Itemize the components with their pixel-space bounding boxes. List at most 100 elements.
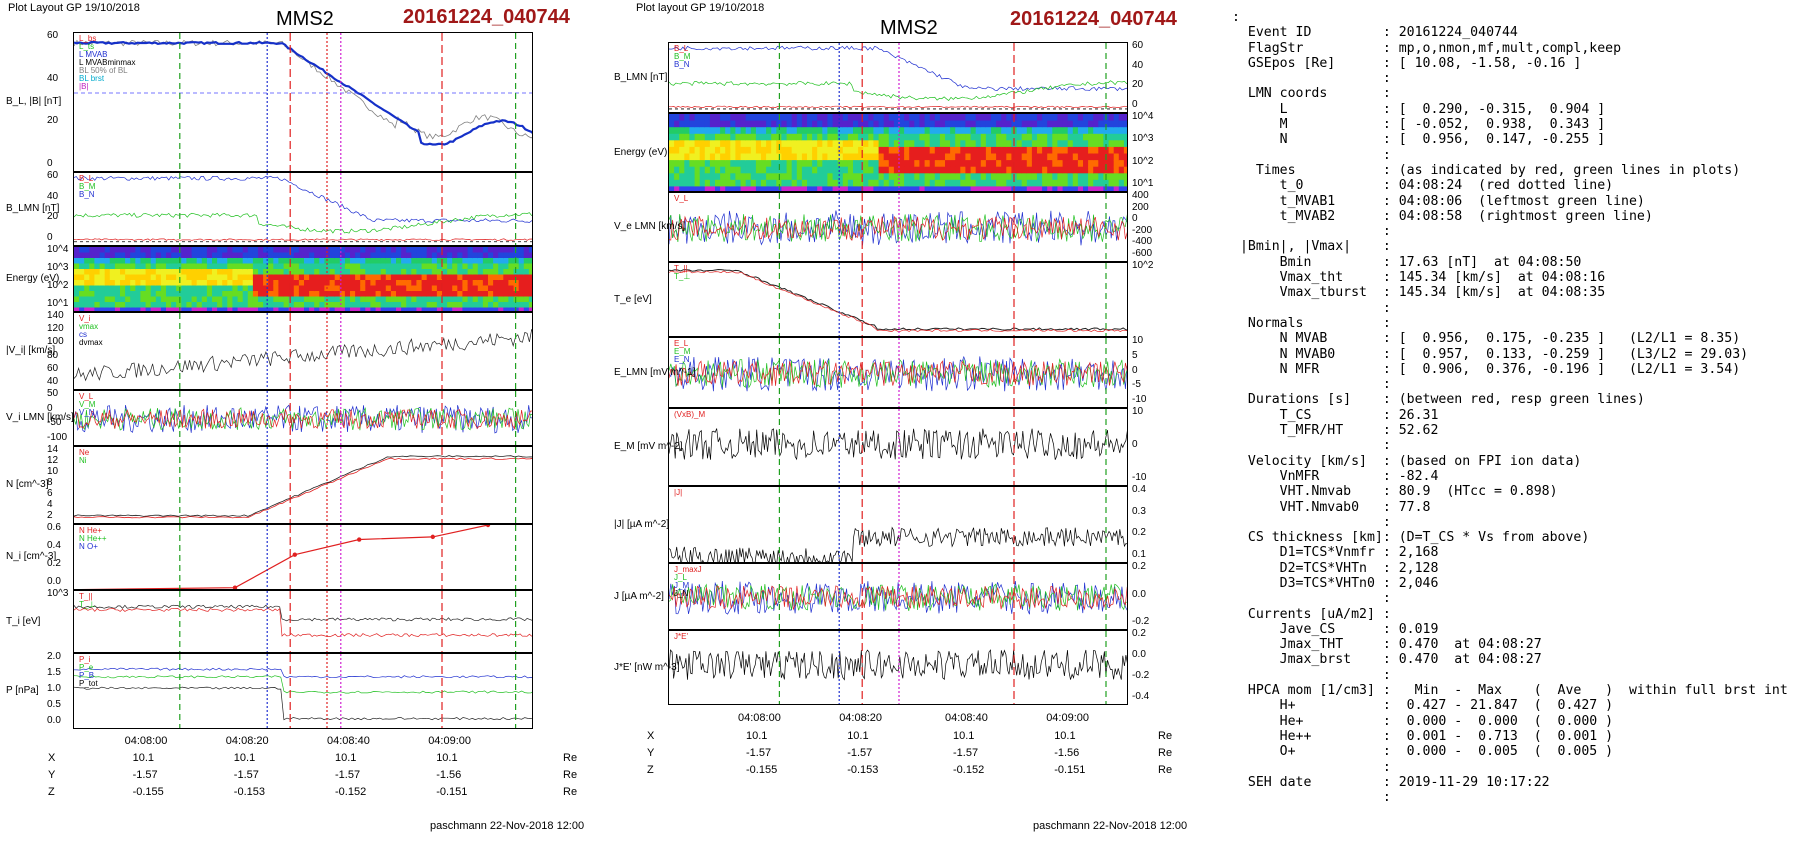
left-tick-1-2: 40 <box>47 72 59 84</box>
parameter-line: : <box>1232 71 1391 87</box>
left-series-Ptot <box>74 686 532 721</box>
left-He++-point-3 <box>357 537 362 542</box>
parameter-line: CS thickness [km]: (D=T_CS * Vs from abo… <box>1232 530 1590 546</box>
left-tick-7-4: 0.0 <box>47 576 61 587</box>
parameter-line: : <box>1232 790 1391 806</box>
parameter-line: N MVAB : [ 0.956, 0.175, -0.235 ] (L2/L1… <box>1232 331 1741 347</box>
right-eph-value: -0.155 <box>746 764 778 776</box>
left-legend-item: L MVAB <box>79 50 108 59</box>
right-panel-6 <box>668 408 1128 486</box>
left-legend-4: V_i vmax cs dvmax <box>79 315 103 347</box>
left-tick-4-3: 100 <box>47 336 64 348</box>
right-tick-7-2: 0.3 <box>1132 505 1146 517</box>
right-footer: paschmann 22-Nov-2018 12:00 <box>1033 820 1188 832</box>
left-ylabel-8: T_i [eV] <box>6 615 41 627</box>
right-ylabel-7: |J| [µA m^-2] <box>614 518 670 530</box>
right-eph-value: 10.1 <box>1054 730 1076 742</box>
left-legend-9: P_i P_e P_B P_tot <box>79 656 98 688</box>
left-legend-item: V_M <box>79 400 96 409</box>
left-series-a <box>74 404 532 434</box>
left-legend-item: B_M <box>79 182 96 191</box>
left-series-Pe <box>74 675 532 694</box>
parameter-line: T_CS : 26.31 <box>1232 407 1439 423</box>
left-tick-5-4: -100 <box>47 432 68 443</box>
left-series-He++ <box>80 525 489 589</box>
right-ylabel-9: J*E' [nW m^-3] <box>614 661 680 673</box>
right-ylabel-3: V_e LMN [km/s] <box>614 221 686 232</box>
right-panel-8 <box>668 563 1128 630</box>
left-legend-item: P_i <box>79 655 91 664</box>
left-time-tick-3: 04:08:40 <box>327 735 370 747</box>
parameter-line: : <box>1232 667 1391 683</box>
left-series-Tpar <box>74 604 532 622</box>
parameter-line: : <box>1232 514 1391 530</box>
left-series-Vi <box>74 329 532 382</box>
left-eph-unit: Re <box>563 769 578 781</box>
parameter-line: : <box>1232 591 1391 607</box>
right-legend-5: E_L E_M E_N <box>674 340 690 364</box>
right-series-J <box>669 526 1127 562</box>
right-title: MMS2 <box>880 17 938 39</box>
left-ylabel-5: V_i LMN [km/s] <box>6 412 74 423</box>
parameter-line: FlagStr : mp,o,nmon,mf,mult,compl,keep <box>1232 40 1622 56</box>
right-legend-item: E_N <box>674 355 690 364</box>
left-series-Tperp <box>74 607 532 638</box>
left-legend-item: T_|| <box>79 592 93 601</box>
right-ylabel-5: E_LMN [mV m^-1] <box>614 366 696 378</box>
right-time-tick-4: 04:09:00 <box>1046 712 1090 724</box>
left-ylabel-3: Energy (eV) <box>6 273 60 284</box>
left-tick-4-1: 140 <box>47 310 64 321</box>
right-spectrogram <box>669 114 1127 191</box>
left-eph-value: -1.57 <box>335 769 361 781</box>
left-panel-3 <box>73 246 533 312</box>
left-He++-point-2 <box>292 552 297 557</box>
right-tick-5-2: 5 <box>1132 349 1138 361</box>
left-legend-item: L_bs <box>79 34 97 43</box>
right-tick-5-4: -5 <box>1132 379 1141 391</box>
right-tick-6-1: 10 <box>1132 406 1144 417</box>
right-panel-3 <box>668 192 1128 262</box>
left-eph-value: -0.153 <box>233 786 265 798</box>
right-legend-item: T_|| <box>674 264 688 273</box>
parameter-line: VHT.Nmvab0 : 77.8 <box>1232 499 1431 515</box>
right-legend-item: J_L <box>674 573 687 582</box>
right-panel-2-plot <box>669 114 1127 191</box>
left-legend-item: V_i <box>79 314 91 323</box>
right-eph-label-Z: Z <box>647 764 654 776</box>
left-tick-4-2: 120 <box>47 323 64 335</box>
left-panel-7 <box>73 524 533 590</box>
parameter-line: SEH date : 2019-11-29 10:17:22 <box>1232 774 1550 790</box>
left-legend-item: L_ts <box>79 42 95 51</box>
left-series-BN <box>74 238 532 241</box>
left-ylabel-7: N_i [cm^-3] <box>6 551 57 562</box>
right-tick-9-2: 0.0 <box>1132 649 1146 660</box>
left-eph-value: -0.151 <box>436 786 468 798</box>
left-panel-4 <box>73 312 533 390</box>
left-tick-6-7: 2 <box>47 510 53 521</box>
right-eph-value: 10.1 <box>953 730 975 742</box>
left-legend-item: BL brst <box>79 74 105 83</box>
left-tick-6-2: 12 <box>47 455 59 466</box>
left-tick-1-3: 20 <box>47 115 59 127</box>
parameter-line: Bmin : 17.63 [nT] at 04:08:50 <box>1232 254 1582 270</box>
left-tick-1-1: 60 <box>47 30 59 41</box>
right-panel-1 <box>668 42 1128 113</box>
left-panel-8-plot <box>74 591 532 652</box>
right-eph-label-Y: Y <box>647 747 655 759</box>
right-ylabel-1: B_LMN [nT] <box>614 71 668 83</box>
right-legend-6: (VxB)_M <box>674 411 705 419</box>
right-series-Te <box>669 268 1127 331</box>
left-title: MMS2 <box>276 8 334 30</box>
parameter-line: L : [ 0.290, -0.315, 0.904 ] <box>1232 101 1606 117</box>
left-legend-item: |B| <box>79 82 89 91</box>
parameter-line: Jmax_brst : 0.470 at 04:08:27 <box>1232 652 1542 668</box>
parameter-line: Currents [uA/m2] : <box>1232 606 1391 622</box>
left-tick-2-2: 40 <box>47 190 59 202</box>
right-legend-item: V_L <box>674 194 689 203</box>
left-series-Ne <box>74 457 532 519</box>
right-series-BM <box>669 80 1127 101</box>
right-eph-value: -0.151 <box>1054 764 1086 776</box>
left-series-b <box>74 407 532 431</box>
left-tick-6-3: 10 <box>47 466 59 477</box>
right-tick-1-3: 20 <box>1132 79 1144 91</box>
